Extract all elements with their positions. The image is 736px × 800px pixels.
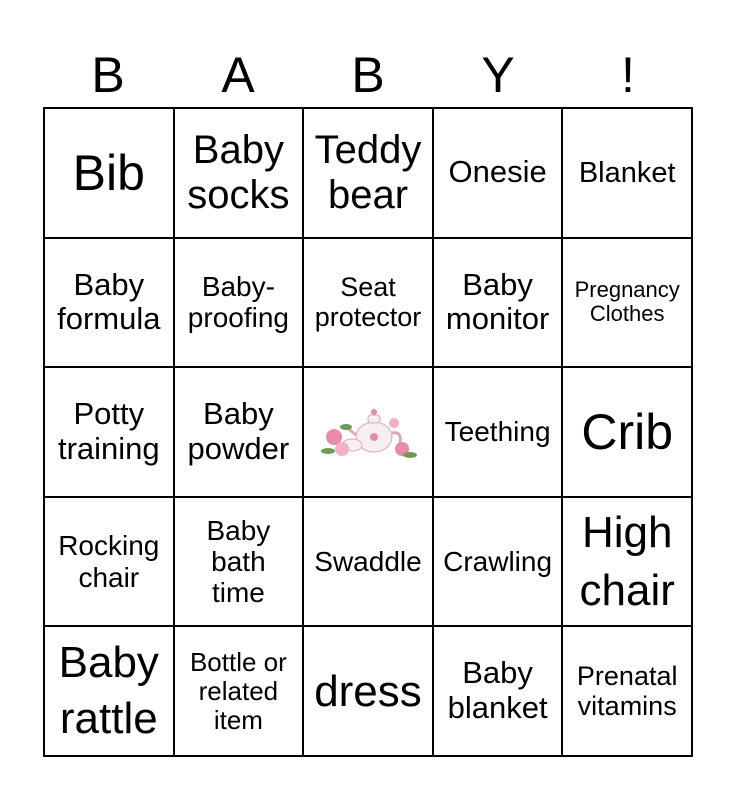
bingo-cell[interactable]: Baby powder [173, 367, 304, 497]
cell-text: Swaddle [314, 545, 422, 577]
cell-text: Baby monitor [445, 266, 550, 337]
bingo-cell[interactable]: Baby blanket [432, 626, 563, 756]
bingo-cell[interactable]: Swaddle [303, 496, 433, 627]
header-letter: ! [621, 47, 635, 103]
teapot-roses-icon [320, 408, 417, 458]
bingo-cell[interactable]: Baby rattle [44, 626, 174, 756]
header-letter: A [221, 47, 255, 103]
bingo-cell[interactable]: Teddy bear [303, 108, 433, 238]
bingo-cell[interactable]: Potty training [44, 367, 174, 497]
bingo-cell[interactable]: Bib [44, 108, 174, 238]
bingo-cell[interactable]: Baby-proofing [173, 237, 304, 368]
cell-text: Baby formula [57, 266, 161, 337]
cell-text: Rocking chair [58, 530, 160, 593]
cell-text: Baby bath time [206, 514, 271, 609]
header-letter: B [351, 47, 385, 103]
cell-text: Baby socks [187, 128, 290, 217]
cell-text: Crib [581, 403, 674, 460]
bingo-cell[interactable]: Seat protector [303, 237, 433, 368]
bingo-cell[interactable]: Baby socks [173, 108, 304, 238]
bingo-cell[interactable]: Crib [562, 367, 692, 497]
bingo-cell[interactable]: Blanket [562, 108, 692, 238]
cell-text: Teething [444, 416, 551, 448]
header-letter: B [91, 47, 125, 103]
cell-text: Bottle or related item [189, 646, 287, 735]
cell-text: Seat protector [314, 272, 422, 333]
bingo-cell[interactable]: Prenatal vitamins [562, 626, 692, 756]
free-space-cell[interactable] [303, 367, 433, 497]
bingo-cell[interactable]: Pregnancy Clothes [562, 237, 692, 368]
bingo-cell[interactable]: Onesie [432, 108, 563, 238]
cell-text: Baby rattle [58, 637, 159, 744]
cell-text: Onesie [448, 154, 547, 190]
cell-text: Pregnancy Clothes [574, 276, 680, 327]
bingo-cell[interactable]: Teething [432, 367, 563, 497]
cell-text: High chair [579, 508, 675, 615]
cell-text: Baby-proofing [187, 271, 289, 334]
cell-text: Baby blanket [447, 655, 548, 726]
bingo-grid: Bib Baby socks Teddy bear Onesie Blanket… [43, 107, 693, 757]
bingo-cell[interactable]: Rocking chair [44, 496, 174, 627]
cell-text: Blanket [578, 156, 676, 189]
cell-text: Bib [72, 144, 145, 201]
cell-text: Prenatal vitamins [576, 660, 678, 722]
bingo-cell[interactable]: Baby monitor [432, 237, 563, 368]
cell-text: Potty training [57, 396, 160, 466]
cell-text: dress [314, 666, 422, 716]
bingo-cell[interactable]: Baby bath time [173, 496, 304, 627]
header-letter: Y [481, 47, 515, 103]
cell-text: Teddy bear [314, 128, 422, 217]
bingo-cell[interactable]: Bottle or related item [173, 626, 304, 756]
bingo-cell[interactable]: Baby formula [44, 237, 174, 368]
cell-text: Crawling [443, 545, 553, 577]
bingo-cell[interactable]: High chair [562, 496, 692, 627]
bingo-header: B A B Y ! [43, 44, 693, 106]
bingo-cell[interactable]: Crawling [432, 496, 563, 627]
cell-text: Baby powder [187, 396, 290, 466]
bingo-cell[interactable]: dress [303, 626, 433, 756]
